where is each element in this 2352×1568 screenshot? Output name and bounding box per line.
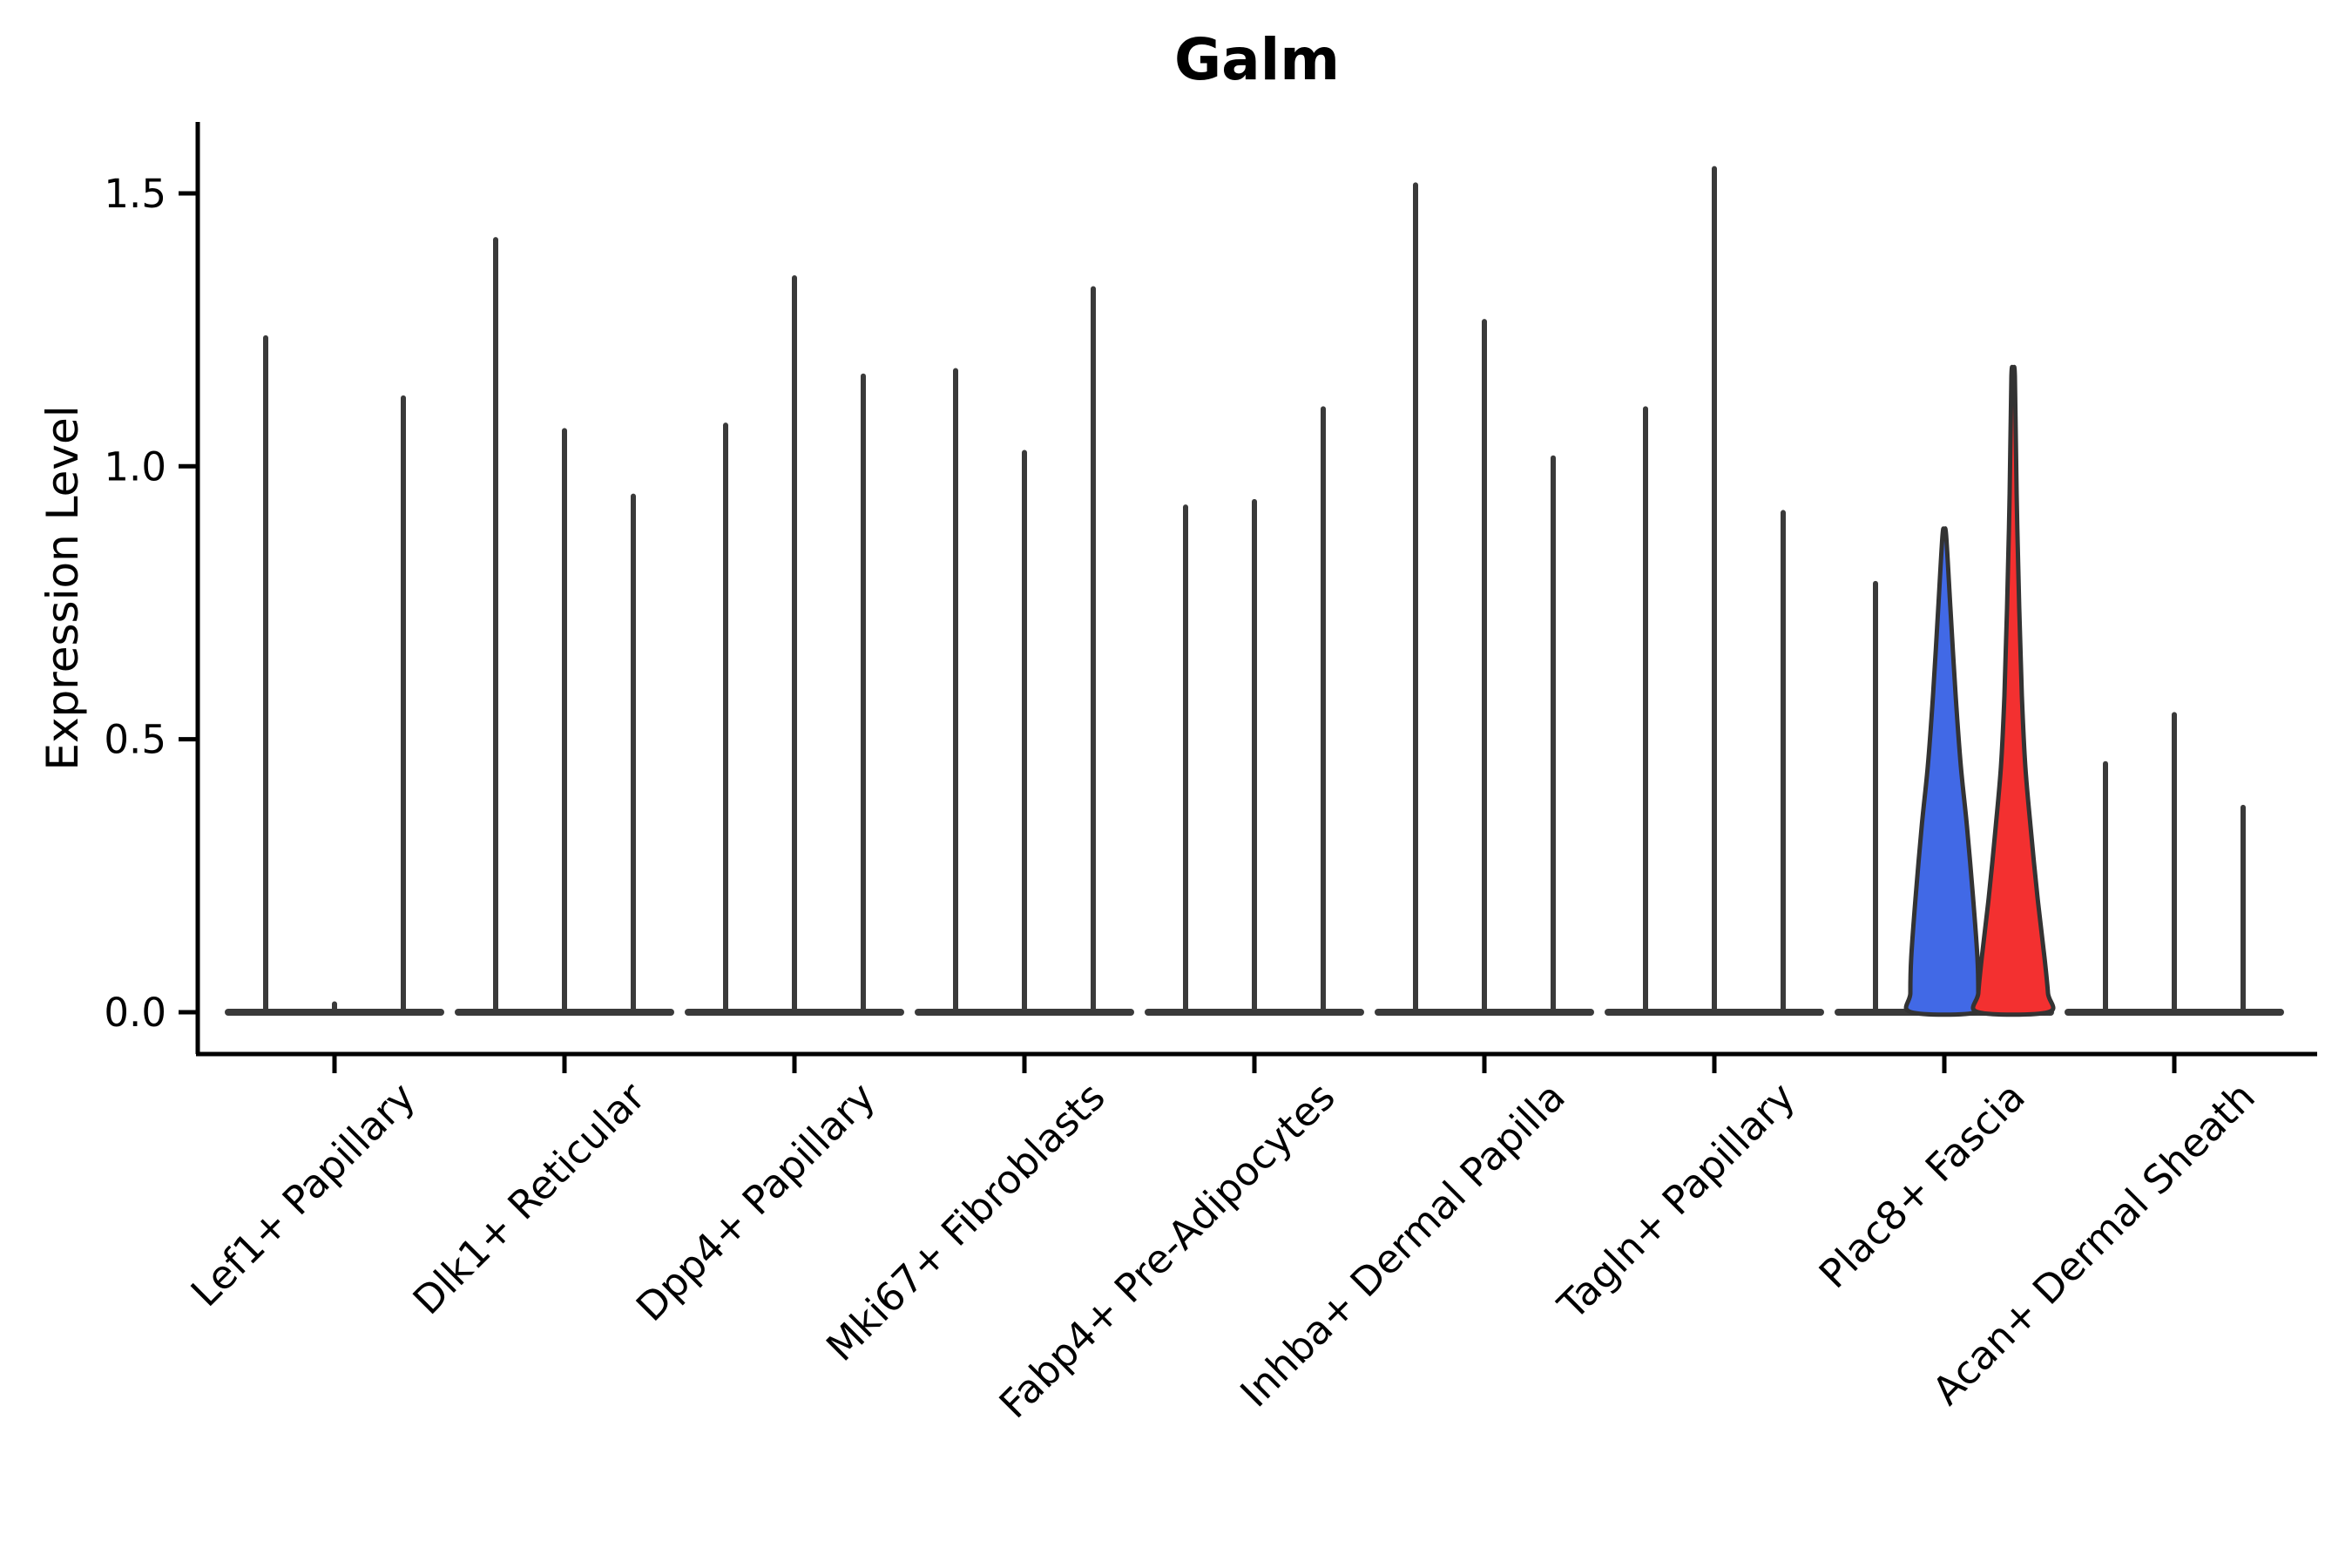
violin-highlight-red (1970, 364, 2056, 1017)
violin-highlight-blue (1903, 526, 1985, 1017)
y-tick-label: 1.5 (104, 171, 166, 217)
y-axis-label: Expression Level (37, 405, 88, 771)
x-category-label: Plac8+ Fascia (1810, 1073, 2034, 1297)
chart-title: Galm (1173, 26, 1341, 93)
y-tick-label: 1.0 (104, 443, 166, 490)
x-category-label: Lef1+ Papillary (182, 1073, 424, 1315)
x-category-label: Tagln+ Papillary (1549, 1073, 1804, 1328)
x-category-label: Dlk1+ Reticular (404, 1073, 654, 1323)
x-category-label: Dpp4+ Papillary (627, 1073, 884, 1330)
y-tick-label: 0.5 (104, 717, 166, 763)
y-tick-label: 0.0 (104, 990, 166, 1036)
